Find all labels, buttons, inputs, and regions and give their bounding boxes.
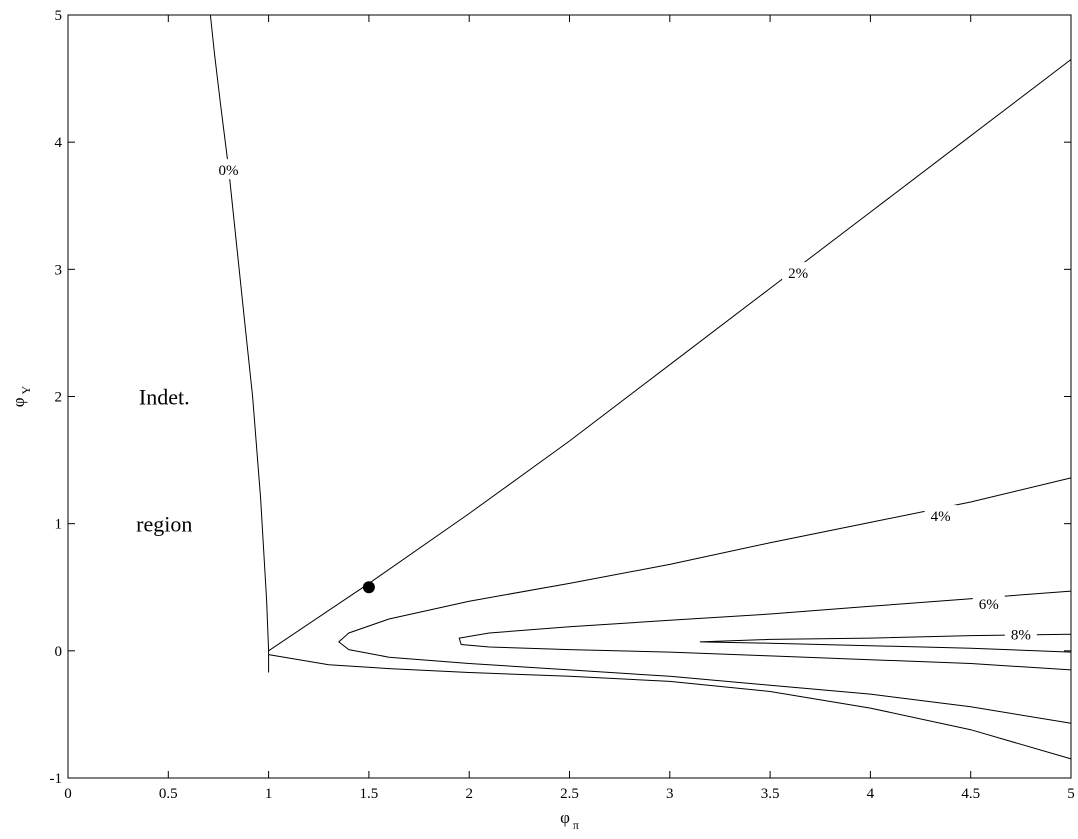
marker-point [362, 581, 375, 594]
region-annotation: region [136, 512, 192, 537]
x-tick-label: 4 [867, 786, 875, 802]
x-tick-label: 4.5 [961, 786, 980, 802]
contour-line-2 [268, 654, 1072, 760]
contour-line-1 [268, 59, 1072, 652]
contour-label-bg [972, 592, 1005, 613]
x-tick-label: 2.5 [560, 786, 579, 802]
x-tick-label: 0.5 [159, 786, 178, 802]
contour-label-bg [782, 262, 815, 283]
contour-labels: 0% 2% 4% 6% 8% [212, 159, 1037, 644]
y-axis-label: φY [9, 385, 33, 407]
contour-lines [209, 14, 1072, 760]
contour-line-0 [209, 14, 270, 673]
y-axis-label-main: φ [9, 397, 28, 407]
y-tick-label: 1 [55, 517, 63, 533]
x-tick-label: 2 [465, 786, 473, 802]
y-tick-label: 0 [55, 644, 63, 660]
y-tick-label: -1 [50, 771, 63, 787]
x-axis-ticks: 0 0.5 1 1.5 2 2.5 3 3.5 4 4.5 5 [64, 15, 1075, 802]
y-tick-label: 2 [55, 390, 63, 406]
region-annotation: Indet. [139, 385, 190, 410]
x-tick-label: 3 [666, 786, 674, 802]
contour-line-4 [458, 590, 1072, 671]
y-axis-ticks: -1 0 1 2 3 4 5 [50, 8, 1071, 787]
y-tick-label: 5 [55, 8, 63, 24]
contour-label-bg [1004, 623, 1037, 644]
contour-label: 4% [931, 509, 951, 525]
contour-label: 6% [979, 597, 999, 613]
x-tick-label: 1.5 [360, 786, 379, 802]
plot-frame [67, 14, 1072, 779]
x-axis-label-main: φ [560, 808, 570, 827]
contour-label: 0% [218, 163, 238, 179]
region-annotations: Indet. region [136, 385, 192, 537]
y-axis-label-sub: Y [19, 385, 33, 394]
contour-line-3 [338, 477, 1072, 724]
contour-line-5 [699, 633, 1072, 653]
x-tick-label: 3.5 [761, 786, 780, 802]
marker-group [362, 581, 375, 594]
contour-label-bg [924, 505, 957, 526]
contour-label-bg [212, 159, 245, 180]
y-tick-label: 3 [55, 262, 63, 278]
x-axis-label-sub: π [573, 818, 579, 832]
x-tick-label: 5 [1067, 786, 1075, 802]
x-tick-label: 1 [265, 786, 273, 802]
y-tick-label: 4 [55, 135, 63, 151]
x-tick-label: 0 [64, 786, 72, 802]
contour-label: 8% [1011, 627, 1031, 643]
contour-label: 2% [788, 266, 808, 282]
